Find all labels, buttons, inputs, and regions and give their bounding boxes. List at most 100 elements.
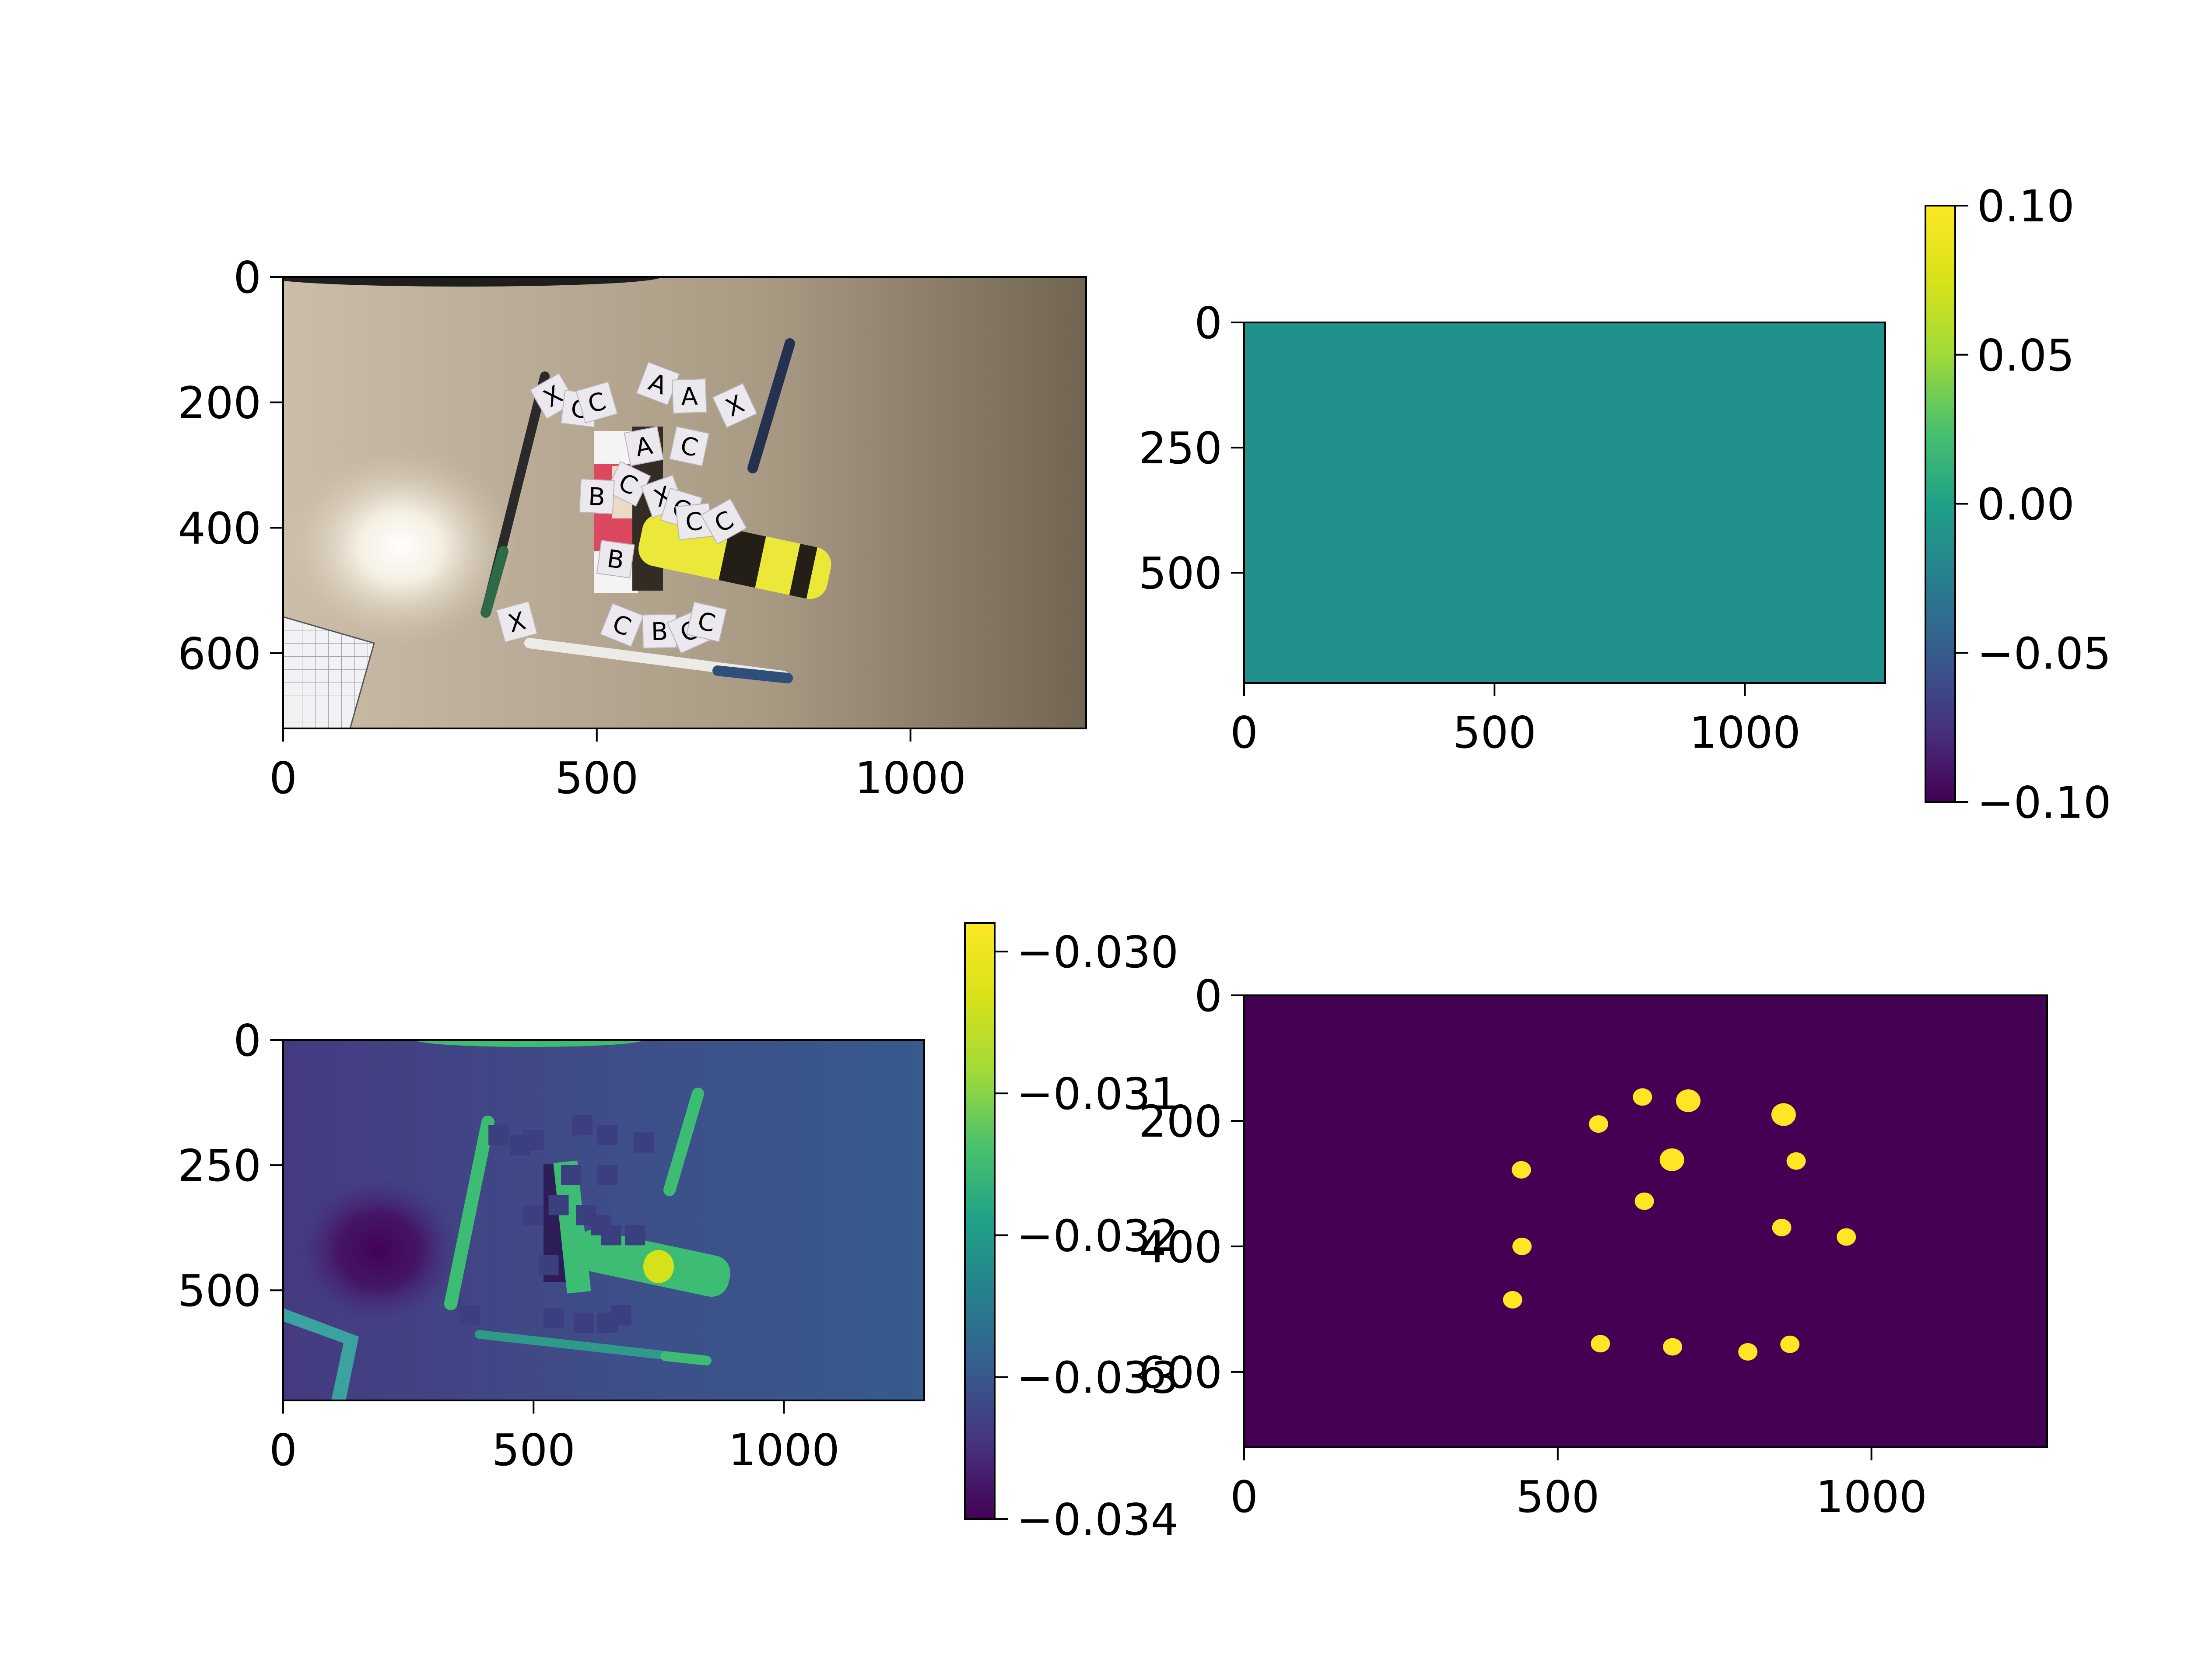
depth-x-tick-label: 500 [492,1424,575,1476]
letter-card: X [496,601,538,643]
letter-cards: XCCAAXCACBXCCCBXCBCC [496,361,758,654]
mask-blob [1512,1237,1532,1255]
depth-card [523,1130,544,1150]
uniform-colorbar-tick-label: 0.10 [1977,181,2075,232]
depth-card [572,1115,593,1135]
letter-card-text: C [684,507,704,537]
depth-y-tick-label: 250 [178,1140,261,1191]
letter-card-text: B [588,483,606,512]
depth-y-tick-label: 0 [233,1015,261,1066]
letter-card: C [686,601,727,643]
uniform-colorbar-ticks: −0.10 −0.05 0.00 0.05 0.10 [1955,181,2111,828]
depth-card [611,1305,631,1326]
depth-card [601,1225,621,1246]
mask-blob [1633,1088,1652,1106]
mask-blob [1663,1338,1683,1356]
mask-blob [1634,1192,1654,1210]
letter-card: C [600,602,644,648]
uniform-colorbar-tick-label: −0.10 [1977,777,2111,828]
mask-blobs [1503,1088,1856,1361]
letter-card: A [636,361,680,406]
letter-card: C [701,498,747,545]
letter-card: A [671,378,707,414]
uniform-colorbar-tick-label: 0.05 [1977,330,2075,381]
photo-x-tick-label: 0 [269,752,297,804]
depth-card [538,1255,559,1275]
depth-cards [459,1115,654,1333]
photo-y-tick-label: 200 [178,378,261,429]
depth-colorbar-ticks: −0.034 −0.033 −0.032 −0.031 −0.030 [995,927,1178,1545]
letter-card-text: B [605,545,626,575]
mask-x-ticks: 0 500 1000 [1230,1447,1927,1522]
mask-x-tick-label: 0 [1230,1471,1258,1522]
depth-card [625,1225,645,1246]
depth-dark-spot [295,1176,462,1325]
mask-blob [1591,1335,1610,1353]
letter-card: C [675,503,713,540]
uniform-colorbar-tick-label: −0.05 [1977,628,2111,679]
mask-blob [1837,1228,1856,1246]
uniform-y-tick-label: 0 [1194,298,1222,349]
depth-card [634,1132,654,1153]
depth-card [523,1205,544,1225]
depth-colorbar-tick-label: −0.030 [1017,927,1178,978]
depth-card [488,1125,509,1145]
photo-y-tick-label: 600 [178,628,261,679]
photo-y-tick-label: 0 [233,252,261,303]
mask-blob [1780,1335,1800,1353]
depth-colorbar-tick-label: −0.033 [1017,1352,1178,1404]
mask-y-ticks: 0 200 400 600 [1139,970,1244,1398]
mask-blob [1503,1291,1522,1309]
depth-heatmap [283,1040,924,1400]
depth-y-tick-label: 500 [178,1265,261,1316]
depth-x-ticks: 0 500 1000 [269,1400,840,1476]
uniform-x-tick-label: 500 [1453,707,1536,758]
mask-blob [1588,1115,1608,1133]
depth-x-tick-label: 1000 [728,1424,840,1476]
letter-card: B [579,478,615,514]
uniform-heatmap [1244,322,1885,683]
depth-card [561,1165,582,1185]
letter-card: C [575,381,618,424]
uniform-panel: 0 500 1000 0 250 500 −0.10 −0.05 0.00 0.05 0.10 [1139,181,2111,828]
depth-card [597,1165,618,1185]
uniform-colorbar [1925,205,1956,803]
mask-y-tick-label: 400 [1139,1222,1222,1273]
mask-x-tick-label: 1000 [1816,1471,1927,1522]
uniform-y-tick-label: 500 [1139,548,1222,599]
depth-colorbar [964,922,996,1520]
depth-card [597,1125,618,1145]
depth-card [573,1312,594,1333]
letter-card: X [712,383,758,428]
uniform-colorbar-tick-label: 0.00 [1977,479,2075,530]
mask-blob [1772,1218,1792,1236]
photo-x-ticks: 0 500 1000 [269,728,966,804]
uniform-x-tick-label: 0 [1230,707,1258,758]
letter-card: B [596,539,635,579]
mask-heatmap [1244,995,2047,1447]
mask-blob [1738,1343,1758,1361]
mask-blob [1511,1161,1531,1179]
depth-colorbar-tick-label: −0.031 [1017,1068,1178,1120]
depth-card [543,1308,564,1328]
mask-panel: 0 500 1000 0 200 400 600 [1139,970,2048,1522]
mask-blob [1786,1152,1806,1170]
uniform-x-tick-label: 1000 [1689,707,1801,758]
mask-y-tick-label: 600 [1139,1347,1222,1398]
letter-card-text: A [680,382,698,411]
mask-y-tick-label: 0 [1194,970,1222,1022]
uniform-y-ticks: 0 250 500 [1139,298,1244,599]
depth-x-tick-label: 0 [269,1424,297,1476]
letter-card-text: B [651,618,668,647]
photo-y-tick-label: 400 [178,503,261,554]
letter-card: A [624,426,664,466]
uniform-y-tick-label: 250 [1139,423,1222,474]
photo-x-tick-label: 500 [555,752,638,804]
depth-colorbar-tick-label: −0.032 [1017,1210,1178,1261]
mask-y-tick-label: 200 [1139,1096,1222,1147]
depth-y-ticks: 0 250 500 [178,1015,283,1316]
photo-image: XCCAAXCACBXCCCBXCBCC [283,277,1086,728]
mask-blob [1676,1089,1701,1113]
